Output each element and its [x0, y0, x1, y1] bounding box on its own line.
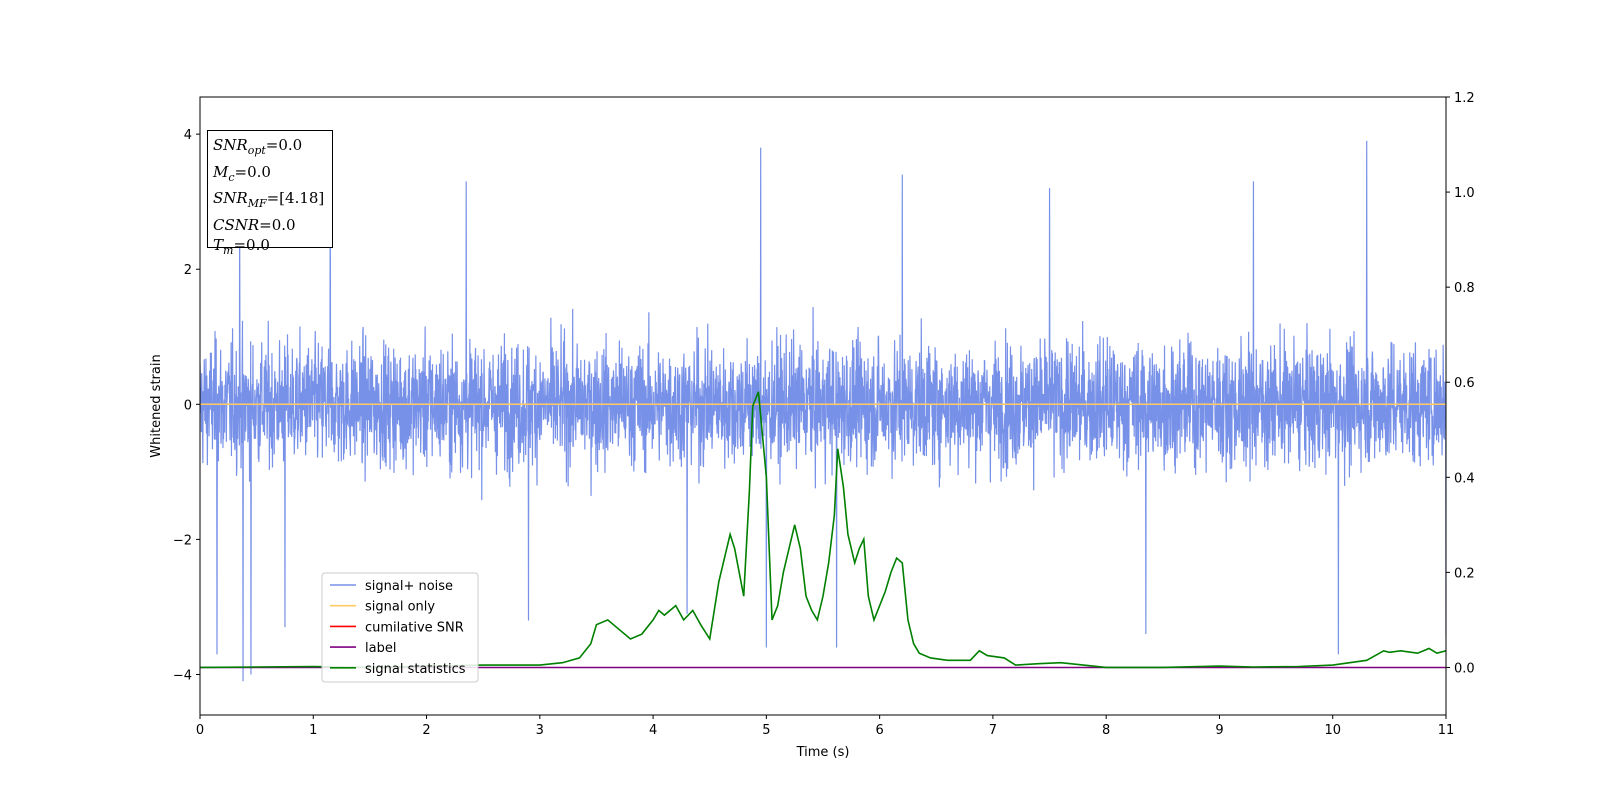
- plot-frame: [199, 96, 1447, 716]
- y-axis-label: Whitened strain: [149, 354, 164, 457]
- y-tick-label: 0: [184, 398, 192, 413]
- info-box: SNRopt=0.0 Mc=0.0 SNRMF=[4.18] CSNR=0.0 …: [207, 130, 333, 257]
- ticks: 0 1 2 3 4 5 6 7 8 9 10 11 4 2 0 −2 −4 1.2 1.0 0.8 0.6 0.4 0.2 0…: [173, 91, 1475, 738]
- x-tick-label: 6: [875, 723, 883, 738]
- legend-box: [321, 572, 479, 683]
- x-tick-label: 4: [649, 723, 657, 738]
- x-tick-label: 2: [422, 723, 430, 738]
- y2-tick-label: 0.8: [1454, 281, 1475, 296]
- y-tick-label: 2: [184, 263, 192, 278]
- legend-entry: cumilative SNR: [365, 620, 464, 635]
- y2-tick-label: 0.6: [1454, 376, 1475, 391]
- info-snr-opt: SNRopt=0.0: [213, 136, 303, 157]
- legend-entry: label: [365, 641, 396, 656]
- y2-tick-label: 0.4: [1454, 471, 1475, 486]
- x-axis-label: Time (s): [796, 745, 850, 760]
- info-csnr: CSNR=0.0: [213, 215, 296, 234]
- legend-entry: signal statistics: [365, 662, 466, 677]
- legend: signal+ noise signal only cumilative SNR la…: [321, 572, 479, 683]
- y2-tick-label: 1.2: [1454, 91, 1475, 106]
- x-tick-label: 5: [762, 723, 770, 738]
- x-tick-label: 1: [309, 723, 317, 738]
- legend-entry: signal only: [365, 600, 435, 615]
- y2-tick-label: 0.2: [1454, 566, 1475, 581]
- legend-entry: signal+ noise: [365, 579, 453, 594]
- y-tick-label: 4: [184, 128, 192, 143]
- y2-tick-label: 0.0: [1454, 661, 1475, 676]
- y2-tick-label: 1.0: [1454, 186, 1475, 201]
- y-tick-label: −4: [173, 668, 192, 683]
- info-mc: Mc=0.0: [213, 162, 271, 184]
- x-tick-label: 10: [1324, 723, 1341, 738]
- series-signal-statistics: [200, 391, 1446, 669]
- series-signal-noise: [200, 140, 1446, 682]
- x-tick-label: 11: [1438, 723, 1455, 738]
- x-tick-label: 3: [536, 723, 544, 738]
- x-tick-label: 7: [989, 723, 997, 738]
- y-tick-label: −2: [173, 533, 192, 548]
- x-tick-label: 9: [1215, 723, 1223, 738]
- x-tick-label: 0: [196, 723, 204, 738]
- info-tm: Tm=0.0: [213, 236, 270, 257]
- info-snr-mf: SNRMF=[4.18]: [213, 189, 325, 210]
- x-tick-label: 8: [1102, 723, 1110, 738]
